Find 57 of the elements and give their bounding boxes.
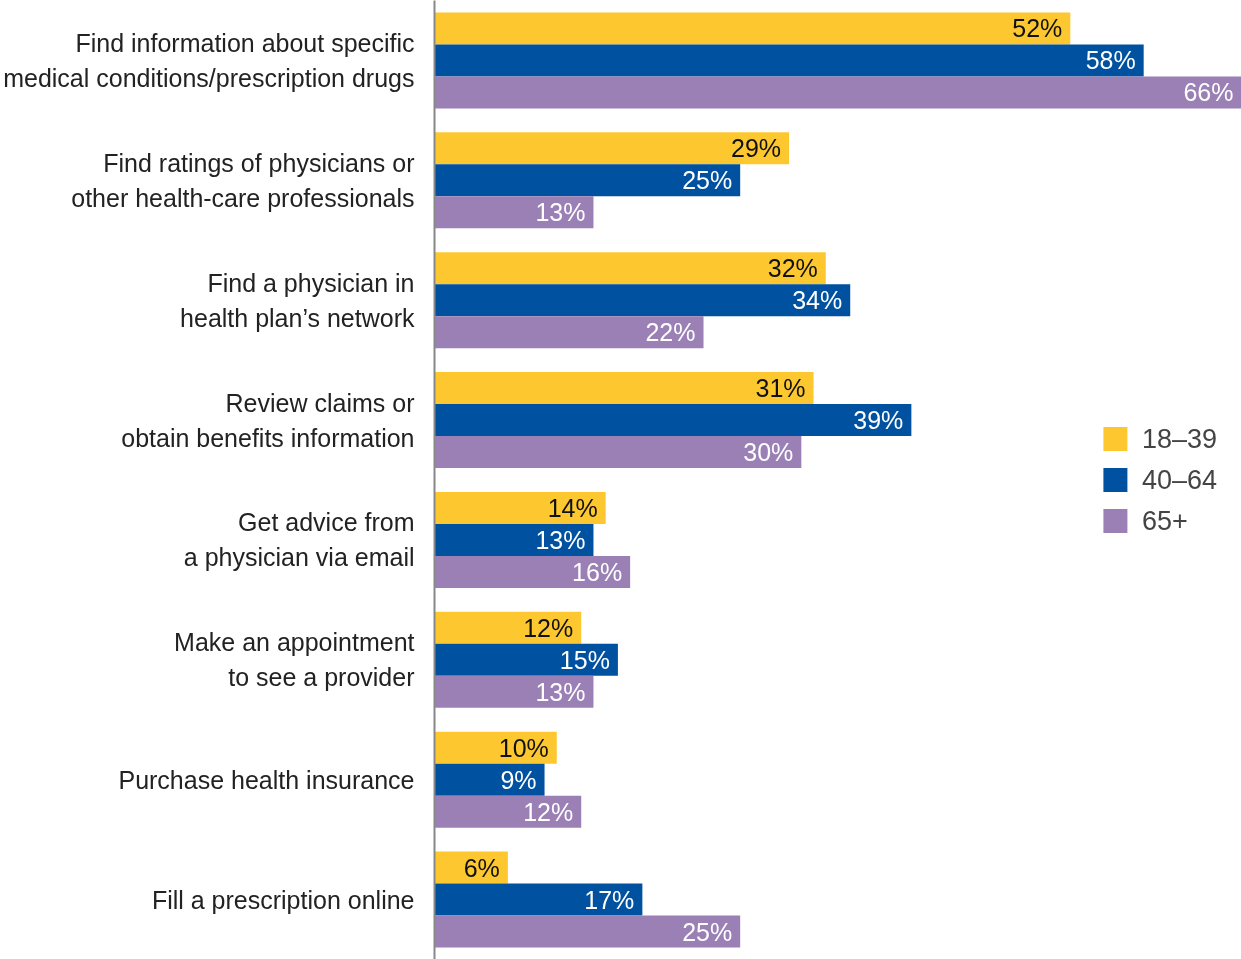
data-label: 66%: [1183, 78, 1234, 107]
y-tick-label: Fill a prescription online: [151, 885, 415, 914]
data-label: 10%: [498, 733, 549, 762]
y-tick-label: Get advice from a physician via email: [183, 508, 415, 572]
data-label: 13%: [535, 198, 586, 227]
y-tick-label: Make an appointment to see a provider: [174, 628, 415, 692]
bar: [434, 436, 802, 469]
bar: [434, 491, 606, 524]
bar: [434, 252, 826, 285]
bar: [434, 555, 631, 588]
bar: [434, 132, 790, 165]
data-label: 16%: [572, 557, 623, 586]
bar: [434, 883, 643, 916]
data-label: 25%: [682, 917, 733, 946]
data-label: 22%: [645, 318, 696, 347]
y-tick-label: Purchase health insurance: [118, 765, 415, 794]
bar: [434, 404, 912, 437]
data-label: 13%: [535, 525, 586, 554]
data-label: 14%: [547, 493, 598, 522]
bar: [434, 284, 851, 317]
bar: [434, 44, 1144, 77]
data-label: 25%: [682, 166, 733, 195]
data-label: 29%: [731, 134, 782, 163]
data-label: 52%: [1012, 14, 1063, 43]
legend-label: 65+: [1141, 505, 1188, 536]
legend-label: 40–64: [1141, 464, 1217, 495]
data-label: 34%: [792, 286, 843, 315]
data-label: 39%: [853, 406, 904, 435]
bar: [434, 76, 1241, 109]
data-label: 12%: [523, 797, 574, 826]
data-label: 58%: [1085, 46, 1136, 75]
bar: [434, 372, 814, 405]
data-label: 30%: [743, 438, 794, 467]
y-tick-label: Find a physician in health plan’s network: [180, 268, 415, 332]
bar: [434, 196, 594, 229]
bar: [434, 675, 594, 708]
bar: [434, 12, 1071, 45]
y-tick-label: Review claims or obtain benefits information: [121, 388, 415, 452]
bar: [434, 915, 741, 948]
data-label: 15%: [559, 645, 610, 674]
data-label: 9%: [500, 765, 537, 794]
bar: [434, 795, 582, 828]
data-label: 6%: [463, 853, 500, 882]
bar: [434, 164, 741, 197]
bar: [434, 763, 545, 796]
y-tick-label: Find information about specific medical conditions/prescription drugs: [3, 28, 415, 92]
data-label: 17%: [584, 885, 635, 914]
legend-label: 18–39: [1141, 423, 1217, 454]
data-label: 32%: [767, 254, 818, 283]
bar: [434, 316, 704, 349]
bar: [434, 523, 594, 556]
data-label: 12%: [523, 613, 574, 642]
bar: [434, 643, 618, 676]
bar: [434, 611, 582, 644]
data-label: 13%: [535, 677, 586, 706]
data-label: 31%: [755, 374, 806, 403]
y-tick-label: Find ratings of physicians or other health-care professionals: [71, 148, 415, 212]
